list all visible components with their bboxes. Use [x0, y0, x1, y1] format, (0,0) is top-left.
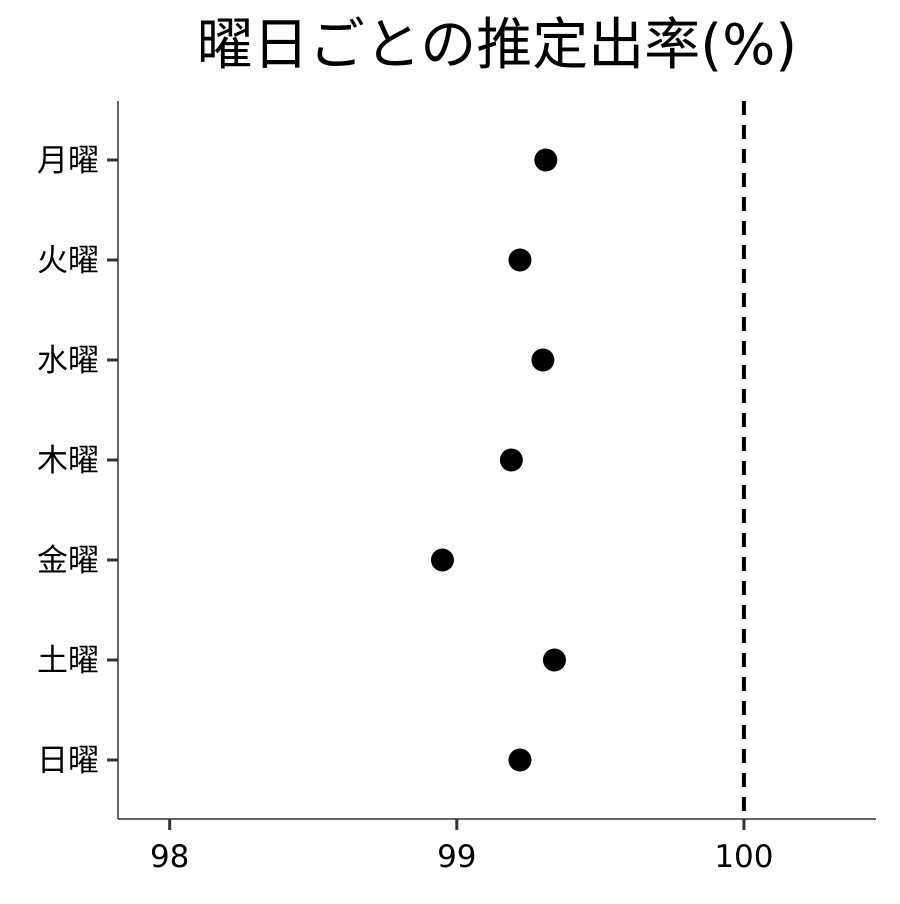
data-point: [499, 448, 523, 472]
chart-title: 曜日ごとの推定出率(%): [197, 13, 797, 78]
x-axis-ticks: 98 99 100: [150, 819, 774, 875]
y-tick-label: 水曜: [37, 343, 99, 379]
data-point: [542, 648, 566, 672]
axes: [117, 101, 876, 820]
y-tick-label: 土曜: [37, 643, 99, 679]
x-tick-label: 100: [714, 839, 773, 875]
x-tick-label: 98: [150, 839, 189, 875]
data-point: [430, 548, 454, 572]
data-point: [531, 348, 555, 372]
y-tick-label: 木曜: [37, 443, 99, 479]
y-tick-label: 月曜: [37, 143, 99, 179]
data-point: [508, 248, 532, 272]
y-tick-label: 金曜: [37, 543, 99, 579]
y-tick-label: 日曜: [37, 743, 99, 779]
data-point: [534, 148, 558, 172]
x-tick-label: 99: [437, 839, 476, 875]
data-points: [430, 148, 566, 772]
y-tick-label: 火曜: [37, 243, 99, 279]
data-point: [508, 748, 532, 772]
